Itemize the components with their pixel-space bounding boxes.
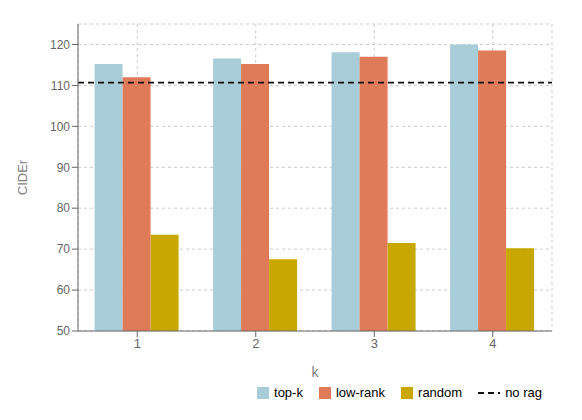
svg-text:90: 90 [57,161,71,175]
svg-text:1: 1 [134,336,141,351]
svg-text:70: 70 [57,242,71,256]
svg-text:100: 100 [50,120,70,134]
svg-text:110: 110 [51,79,70,93]
html-text:low-rank: low-rank [335,385,385,400]
svg-text:3: 3 [371,336,378,351]
html-text:random: random [418,385,463,400]
svg-text:80: 80 [57,201,71,215]
html-text:top-k: top-k [274,385,303,400]
html-text:no rag: no rag [505,385,542,400]
svg-text:2: 2 [252,336,259,351]
svg-text:k: k [312,364,320,380]
svg-text:120: 120 [50,38,70,52]
svg-text:CIDEr: CIDEr [15,159,30,195]
svg-text:50: 50 [57,324,71,338]
svg-text:4: 4 [489,336,496,351]
svg-text:60: 60 [57,283,71,297]
